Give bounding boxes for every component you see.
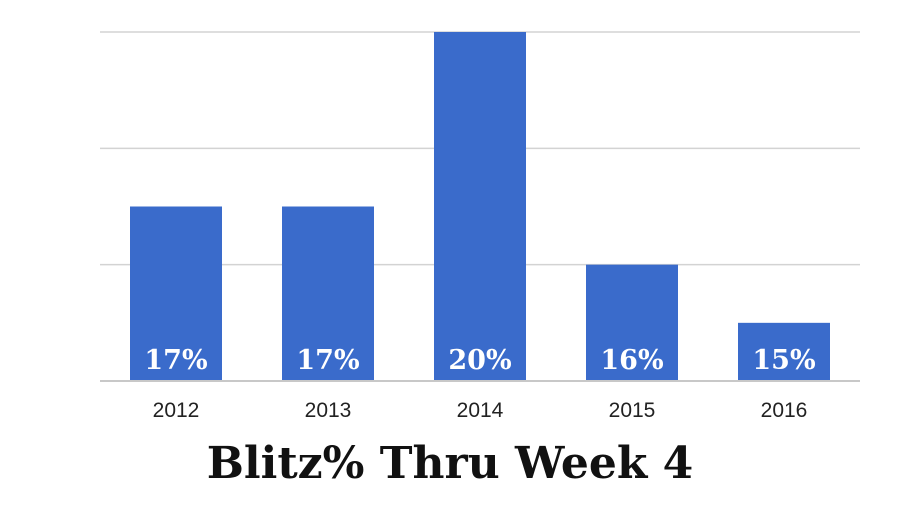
data-label-2016: 15% [752,345,815,376]
x-tick-label-2016: 2016 [761,399,808,422]
bar-2015 [586,264,678,381]
data-label-2015: 16% [600,345,663,376]
data-label-2013: 17% [296,345,359,376]
x-tick-label-2012: 2012 [153,399,200,422]
bar-2012 [130,206,222,381]
x-tick-label-2015: 2015 [609,399,656,422]
bar-2013 [282,206,374,381]
bar-chart: 17% 2012 17% 2013 20% 2014 16% 2015 15% 2016 [100,31,860,422]
bar-2014 [434,32,526,381]
bar-2016 [738,322,830,381]
x-tick-label-2014: 2014 [457,399,504,422]
data-label-2014: 20% [448,345,511,376]
x-tick-label-2013: 2013 [305,399,352,422]
chart-title: Blitz% Thru Week 4 [206,438,694,489]
data-label-2012: 17% [144,345,207,376]
